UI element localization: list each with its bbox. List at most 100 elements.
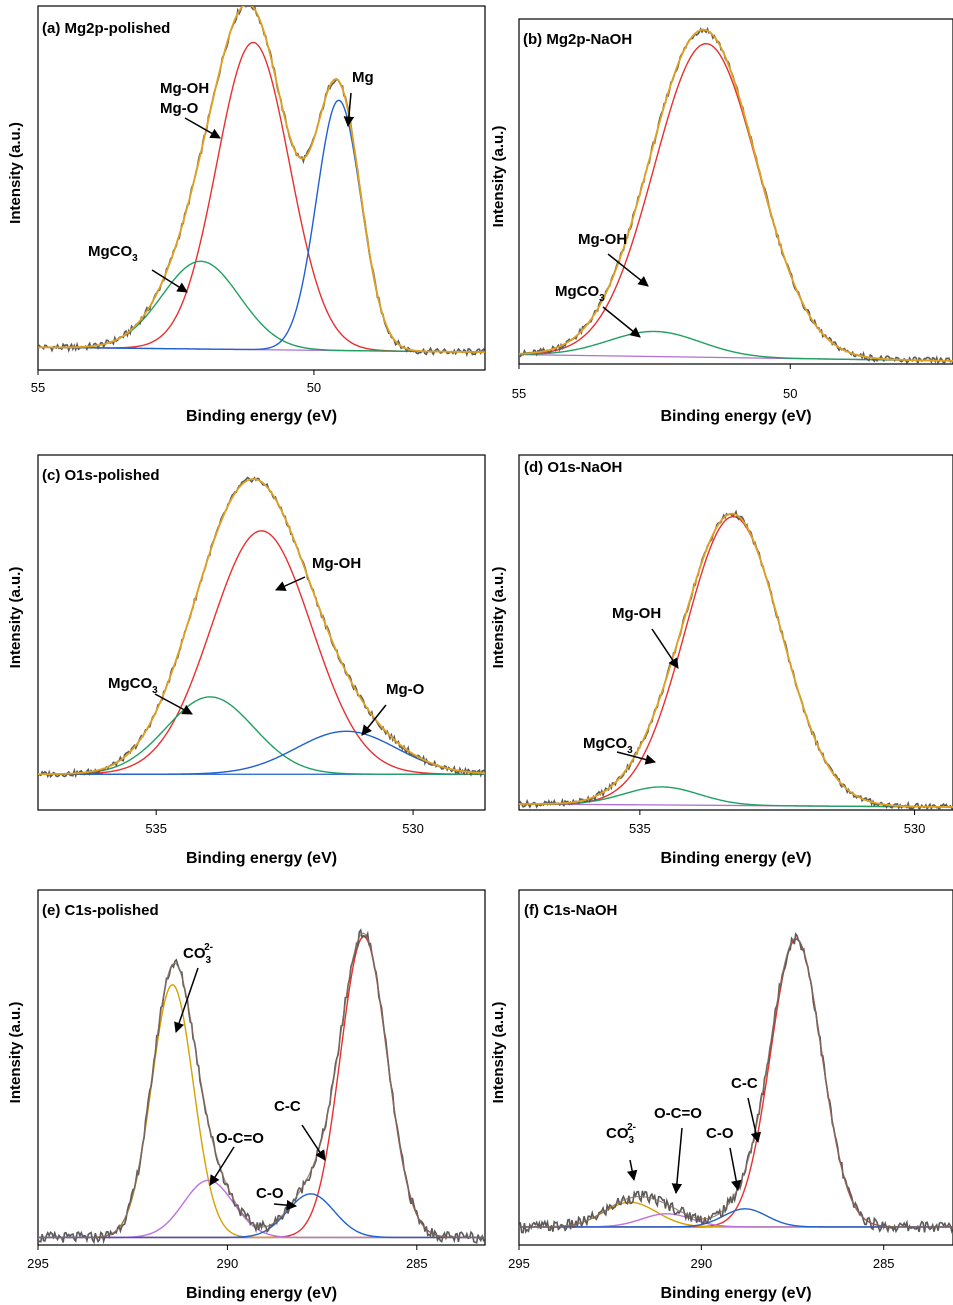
y-axis-label: Intensity (a.u.) [7,122,24,224]
annotation: Mg-OH [275,555,361,591]
y-axis-label: Intensity (a.u.) [490,126,507,228]
x-tick-label: 290 [217,1256,239,1271]
component-c-o [38,1193,485,1239]
annotation-label: MgCO3 [583,735,633,756]
annotation-label: Mg-O [386,681,425,698]
component-mgco3 [38,260,485,353]
annotation: Mg-OH Mg-O [160,80,221,139]
panel-b: 55 50 Binding energy (eV) Intensity (a.u.) (… [490,18,953,425]
annotation: MgCO3 [108,675,193,715]
annotation: MgCO3 [88,243,188,293]
x-tick-label: 290 [691,1256,713,1271]
annotation-arrow [209,1146,235,1186]
plot-area [38,928,485,1245]
x-tick-label: 55 [512,386,526,401]
panel-f: 295 290 285 Binding energy (eV) Intensity (a… [490,889,953,1302]
annotation-label: C-O [706,1125,734,1142]
x-tick-label: 295 [27,1256,49,1271]
annotation: Mg [343,69,374,128]
annotation-label: C-C [731,1075,758,1092]
annotation-arrow [607,253,649,287]
annotation-label: Mg-OH [312,555,361,572]
component-co3-2- [519,1201,953,1228]
annotation: C-O [706,1125,742,1192]
component-mgco3 [519,330,953,362]
panel-a: 55 50 Binding energy (eV) Intensity (a.u.) (… [7,5,486,425]
plot-area [519,509,953,810]
annotation-label: O-C=O [654,1105,702,1122]
x-axis-label: Binding energy (eV) [186,408,337,425]
plot-frame [37,5,486,371]
annotation-label: Mg-OH [160,80,209,97]
raw-spectrum [519,26,953,364]
annotation-arrow [626,1159,638,1182]
annotation-label: MgCO3 [88,243,138,264]
x-tick-label: 285 [873,1256,895,1271]
panel-title: (a) Mg2p-polished [42,20,170,37]
plot-frame [37,889,486,1246]
annotation-label: Mg-OH [578,231,627,248]
y-axis-label: Intensity (a.u.) [7,1002,24,1104]
component-mg-oh-mg-o [38,41,485,353]
panel-c: 535 530 Binding energy (eV) Intensity (a.u.… [7,454,486,867]
plot-area [38,476,485,779]
x-tick-label: 55 [31,380,45,395]
annotation: Mg-O [361,681,425,736]
annotation-label: CO32- [183,942,213,966]
fit-envelope [38,6,485,354]
component-mgco3 [519,786,953,808]
component-mg-oh [519,515,953,808]
annotation-label: CO32- [606,1122,636,1146]
fit-envelope [519,512,953,808]
annotation-arrow [651,628,679,669]
annotation-arrow [154,693,193,715]
panel-title: (c) O1s-polished [42,467,160,484]
annotation-label: Mg [352,69,374,86]
x-axis-label: Binding energy (eV) [660,1285,811,1302]
annotation-arrow [602,306,641,338]
annotation-arrow [273,1199,298,1211]
panel-title: (f) C1s-NaOH [524,902,617,919]
raw-spectrum [38,6,485,358]
annotation-arrow [275,576,306,591]
annotation-arrow [151,269,188,293]
x-axis-label: Binding energy (eV) [186,1285,337,1302]
annotation-label: MgCO3 [555,283,605,304]
x-tick-label: 50 [307,380,321,395]
annotation-label: C-O [256,1185,284,1202]
annotation-label: C-C [274,1098,301,1115]
component-mg-oh [519,42,953,362]
annotation-label: Mg-OH [612,605,661,622]
annotation: C-C [731,1075,762,1144]
annotation-arrow [184,117,221,139]
plot-frame [518,454,953,811]
x-tick-label: 285 [406,1256,428,1271]
annotation: MgCO3 [555,283,641,338]
x-tick-label: 530 [904,821,926,836]
panel-title: (b) Mg2p-NaOH [523,31,632,48]
component-mg [38,99,485,353]
annotation: Mg-OH [578,231,649,287]
annotation: O-C=O [654,1105,702,1195]
raw-spectrum [519,509,953,810]
plot-frame [518,889,953,1246]
plot-area [519,932,953,1234]
annotation: C-O [256,1185,298,1211]
annotation: CO32- [174,942,213,1033]
panel-e: 295 290 285 Binding energy (eV) Intensity (a… [7,889,486,1302]
y-axis-label: Intensity (a.u.) [490,567,507,669]
plot-frame [518,18,953,365]
fit-envelope [519,28,953,362]
panel-title: (d) O1s-NaOH [524,459,622,476]
raw-spectrum [519,932,953,1234]
component-mg-o [38,730,485,775]
raw-spectrum [38,928,485,1245]
annotation-arrow [301,1124,326,1161]
x-axis-label: Binding energy (eV) [186,850,337,867]
annotation: O-C=O [209,1130,264,1186]
x-axis-label: Binding energy (eV) [660,850,811,867]
annotation: Mg-OH [612,605,679,669]
annotation-label: MgCO3 [108,675,158,696]
component-mg-oh [38,530,485,775]
y-axis-label: Intensity (a.u.) [490,1002,507,1104]
